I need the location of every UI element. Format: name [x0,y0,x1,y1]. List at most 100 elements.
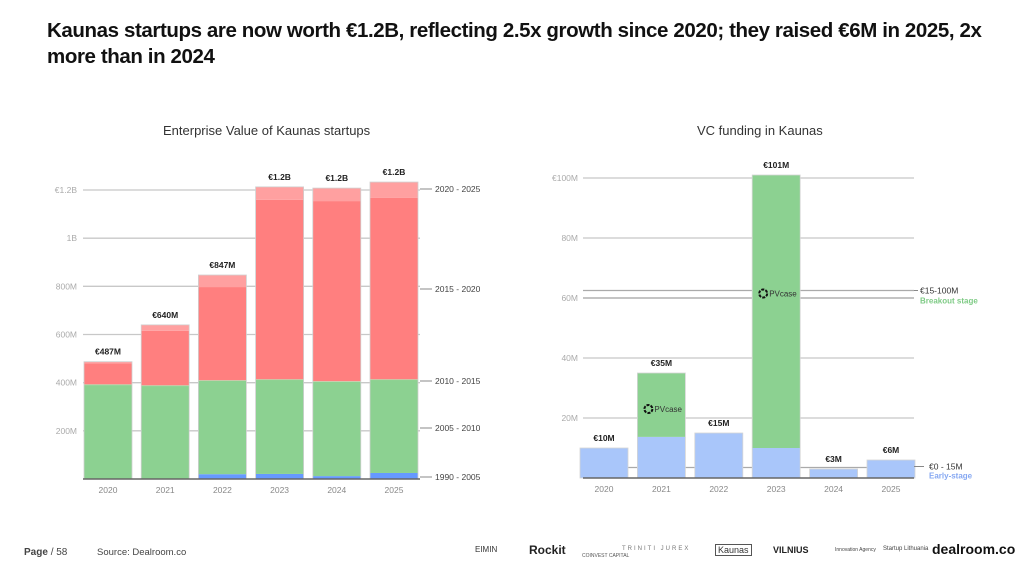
y-tick-label: 40M [561,353,578,363]
bar-segment [637,436,686,478]
y-tick-label: €100M [552,173,578,183]
bar-segment [198,474,247,479]
page-total: / 58 [50,547,68,558]
bar-segment [637,373,686,437]
bar-segment [580,448,628,478]
bar-segment [370,197,418,380]
bar-total-label: €15M [708,418,729,428]
legend-label: 2005 - 2010 [435,423,481,433]
bar-segment [370,182,418,198]
y-tick-label: 800M [56,281,77,291]
logo-innovation-agency: Innovation Agency [835,547,876,553]
x-tick-label: 2021 [652,484,671,494]
pvcase-annotation: PVcase [654,405,682,414]
bar-segment [141,330,190,386]
chart-title-enterprise-value: Enterprise Value of Kaunas startups [163,123,371,138]
bar-total-label: €101M [763,160,789,170]
chart-title-vc-funding: VC funding in Kaunas [697,123,823,138]
logo-rockit: Rockit [529,543,566,557]
bar-segment [752,448,801,478]
bar-segment [84,361,132,364]
bar-segment [312,188,361,202]
page-headline: Kaunas startups are now worth €1.2B, ref… [47,19,982,68]
bar-segment [312,476,361,479]
bar-total-label: €640M [152,310,178,320]
logo-vilnius: VILNIUS [773,545,809,555]
legend-label: 1990 - 2005 [435,472,481,482]
bar-segment [198,275,247,288]
logo-kaunas: Kaunas [715,544,752,556]
bar-segment [370,472,418,479]
pvcase-annotation: PVcase [769,290,797,299]
stage-label-early: Early-stage [929,472,973,481]
logo-coinvest: COINVEST CAPITAL [582,553,630,559]
logo-eimin: EIMIN [475,545,498,554]
bar-segment [370,379,418,381]
bar-segment [809,469,858,478]
x-tick-label: 2020 [595,484,614,494]
bar-segment [198,380,247,381]
x-tick-label: 2024 [824,484,843,494]
x-tick-label: 2022 [709,484,728,494]
pvcase-logo-icon [643,404,654,414]
bar-segment [141,386,190,479]
legend-label: 2020 - 2025 [435,184,481,194]
bar-segment [141,324,190,331]
bar-segment [255,379,304,381]
stage-label-breakout: Breakout stage [920,297,978,306]
bar-segment [312,381,361,382]
bar-segment [84,384,132,386]
logo-triniti-jurex: TRINITI JUREX [622,546,691,552]
x-tick-label: 2022 [213,485,232,495]
x-tick-label: 2025 [882,484,901,494]
y-tick-label: €1.2B [55,185,78,195]
y-tick-label: 600M [56,330,77,340]
x-tick-label: 2021 [156,485,175,495]
page-number: Page / 58 [24,547,67,558]
bar-segment [312,201,361,382]
bar-total-label: €1.2B [325,173,348,183]
bar-segment [84,385,132,479]
bar-segment [312,381,361,477]
legend-label: 2010 - 2015 [435,376,481,386]
bar-total-label: €3M [825,454,842,464]
stage-label-early-range: €0 - 15M [929,462,963,472]
y-tick-label: 80M [561,233,578,243]
bar-segment [255,380,304,474]
bar-segment [255,199,304,380]
bar-segment [255,473,304,479]
bar-segment [84,363,132,385]
bar-segment [198,287,247,381]
bar-total-label: €1.2B [383,167,406,177]
stage-label-breakout-range: €15-100M [920,286,958,296]
bar-total-label: €6M [883,445,900,455]
logo-dealroom: dealroom.co [932,541,1016,557]
y-tick-label: 1B [67,233,78,243]
page-label: Page [24,547,48,558]
x-tick-label: 2024 [327,485,346,495]
bar-total-label: €10M [593,433,614,443]
legend-label: 2015 - 2020 [435,284,481,294]
x-tick-label: 2025 [385,485,404,495]
x-tick-label: 2023 [767,484,786,494]
y-tick-label: 20M [561,413,578,423]
x-tick-label: 2023 [270,485,289,495]
y-tick-label: 60M [561,293,578,303]
source-note: Source: Dealroom.co [97,547,187,558]
pvcase-logo-icon [758,288,769,299]
bar-segment [141,385,190,387]
bar-segment [867,460,915,478]
bar-total-label: €847M [209,260,235,270]
y-tick-label: 200M [56,426,77,436]
bar-total-label: €487M [95,347,121,357]
bar-segment [752,175,801,448]
bar-total-label: €35M [651,358,672,368]
bar-segment [198,380,247,475]
bar-segment [694,433,743,478]
bar-segment [370,380,418,473]
bar-segment [255,186,304,200]
x-tick-label: 2020 [99,485,118,495]
y-tick-label: 400M [56,378,77,388]
bar-total-label: €1.2B [268,172,291,182]
